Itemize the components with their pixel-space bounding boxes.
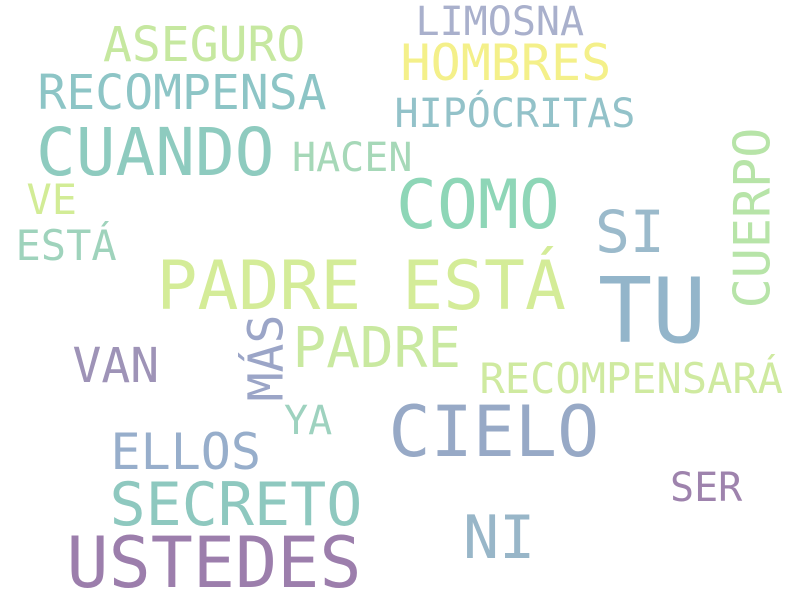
word-2: HOMBRES [400, 34, 612, 92]
word-23: NI [463, 503, 536, 573]
word-13: TU [598, 259, 707, 364]
word-15: PADRE [292, 316, 462, 381]
word-9: COMO [396, 166, 560, 245]
word-12: PADRE ESTÁ [156, 247, 566, 326]
word-11: ESTÁ [15, 221, 117, 270]
word-24: USTEDES [66, 522, 362, 600]
word-16: VAN [72, 338, 160, 394]
word-10: SI [595, 198, 665, 266]
word-19: CIELO [388, 391, 600, 473]
word-6: HACEN [292, 135, 413, 181]
word-17: RECOMPENSARÁ [479, 354, 783, 403]
word-0: LIMOSNA [415, 0, 585, 45]
word-7: CUERPO [722, 127, 781, 309]
word-3: RECOMPENSA [37, 65, 327, 121]
word-21: SER [670, 465, 743, 511]
word-4: HIPÓCRITAS [394, 91, 636, 137]
word-14: MÁS [237, 314, 294, 402]
word-5: CUANDO [36, 114, 275, 191]
word-8: VE [26, 175, 78, 224]
word-22: SECRETO [109, 470, 363, 540]
word-18: YA [284, 398, 333, 444]
word-20: ELLOS [110, 423, 262, 481]
word-1: ASEGURO [103, 17, 306, 73]
